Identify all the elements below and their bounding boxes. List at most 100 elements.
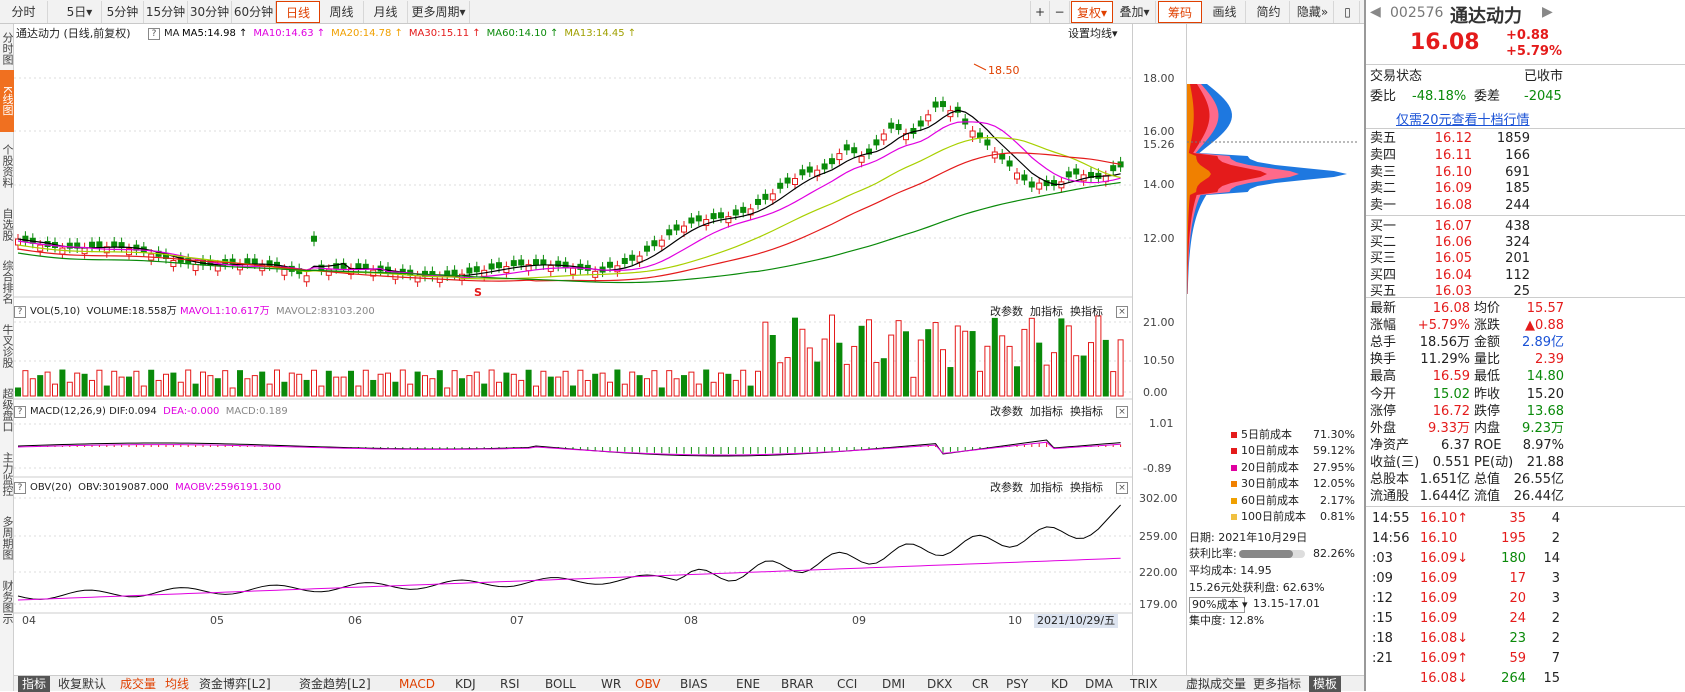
volume-bar <box>658 387 665 397</box>
volume-bar <box>703 369 710 397</box>
help-icon[interactable]: ? <box>14 306 26 318</box>
indicator-tab[interactable]: 模板 <box>1309 676 1342 692</box>
kline-chart[interactable]: 18.50 S <box>14 24 1132 675</box>
help-icon[interactable]: ? <box>14 482 26 494</box>
period-tab[interactable]: 5分钟 <box>102 1 144 23</box>
period-tab[interactable]: 分时 <box>0 1 48 23</box>
overlay-button[interactable]: 叠加▾ <box>1114 1 1156 23</box>
indicator-tab[interactable]: BRAR <box>781 677 814 691</box>
tab-indicator[interactable]: 指标 <box>18 676 51 692</box>
draw-button[interactable]: 画线 <box>1204 1 1246 23</box>
close-icon[interactable]: × <box>1116 406 1128 418</box>
indicator-tab[interactable]: DMI <box>882 677 906 691</box>
ask-price: 16.11 <box>1434 147 1472 163</box>
minus-icon[interactable]: − <box>1050 1 1070 23</box>
indicator-tab[interactable]: RSI <box>500 677 520 691</box>
ma-label: MA10:14.63 ↑ <box>253 28 326 39</box>
bid-volume: 112 <box>1505 267 1530 283</box>
stock-code: 002576 <box>1390 5 1444 21</box>
price-profit: 15.26元处获利盘: 62.63% <box>1189 581 1325 594</box>
y-tick: 14.00 <box>1143 178 1175 191</box>
indicator-tab[interactable]: 成交量 <box>120 677 157 691</box>
help-icon[interactable]: ? <box>14 406 26 418</box>
left-tab-diagnosis[interactable]: 牛叉诊股 <box>1 324 14 368</box>
indicator-tab[interactable]: PSY <box>1006 677 1029 691</box>
indicator-tab[interactable]: WR <box>601 677 622 691</box>
ma-settings-button[interactable]: 设置均线▾ <box>1068 27 1118 40</box>
left-tab-monitor[interactable]: 主力监控 <box>1 452 14 496</box>
left-tab-rank[interactable]: 综合排名 <box>1 260 14 304</box>
upgrade-link[interactable]: 仅需20元查看十档行情 <box>1396 113 1530 128</box>
obv-panel-buttons[interactable]: 改参数 加指标 换指标 <box>990 481 1103 494</box>
volume-bar <box>910 376 917 397</box>
sidebar-icon[interactable]: ▯ <box>1336 1 1360 23</box>
period-tab[interactable]: 周线 <box>320 1 364 23</box>
chips-button[interactable]: 筹码 <box>1158 1 1202 23</box>
volume-bar <box>237 370 243 397</box>
indicator-tab[interactable]: OBV <box>635 677 661 691</box>
stat-label: 金额 <box>1474 335 1501 351</box>
left-tab-profile[interactable]: 个股资料 <box>1 144 14 188</box>
left-tab-watchlist[interactable]: 自选股 <box>1 207 14 241</box>
chart-area[interactable]: 18.50 S 通达动力 (日线,前复权) ? MA MA5:14.98 ↑ MA1… <box>14 24 1144 675</box>
indicator-tab[interactable]: MACD <box>399 677 435 691</box>
indicator-tab[interactable]: DKX <box>927 677 953 691</box>
indicator-tab[interactable]: 资金博弈[L2] <box>199 677 271 691</box>
candle <box>932 101 939 108</box>
left-tab-kline[interactable]: K线图 <box>0 70 14 132</box>
close-icon[interactable]: × <box>1116 482 1128 494</box>
indicator-tab[interactable]: 更多指标 <box>1253 677 1302 691</box>
y-tick: 18.00 <box>1143 72 1175 85</box>
stat-value: 18.56万 <box>1419 335 1470 351</box>
macd-panel-buttons[interactable]: 改参数 加指标 换指标 <box>990 405 1103 418</box>
stat-label: 涨跌 <box>1474 318 1501 334</box>
indicator-tab[interactable]: ENE <box>736 677 761 691</box>
stat-label: 收益(三) <box>1370 454 1420 470</box>
simple-button[interactable]: 简约 <box>1248 1 1290 23</box>
vol-panel-buttons[interactable]: 改参数 加指标 换指标 <box>990 305 1103 318</box>
period-tab[interactable]: 5日▾ <box>58 1 102 23</box>
indicator-tab[interactable]: CR <box>972 677 989 691</box>
help-icon[interactable]: ? <box>148 28 160 40</box>
left-tab-finance[interactable]: 财务图示 <box>1 580 14 624</box>
fuquan-button[interactable]: 复权▾ <box>1071 1 1113 23</box>
tick-time: :18 <box>1372 631 1393 646</box>
close-icon[interactable]: × <box>1116 306 1128 318</box>
tab-default[interactable]: 收复默认 <box>58 677 107 691</box>
period-tab[interactable]: 15分钟 <box>144 1 188 23</box>
left-tab-timeshare[interactable]: 分时图 <box>1 31 14 65</box>
indicator-tab[interactable]: KD <box>1051 677 1069 691</box>
indicator-tab[interactable]: KDJ <box>455 677 476 691</box>
chevron-down-icon: ▾ <box>1143 5 1150 19</box>
indicator-tab[interactable]: CCI <box>837 677 858 691</box>
hide-button[interactable]: 隐藏» <box>1292 1 1334 23</box>
left-tab-multi[interactable]: 多周期图 <box>1 516 14 560</box>
volume-bar <box>296 373 303 397</box>
indicator-tab[interactable]: TRIX <box>1130 677 1158 691</box>
candle <box>769 193 776 201</box>
indicator-tab[interactable]: BOLL <box>545 677 576 691</box>
volume-bar <box>1080 355 1087 397</box>
next-stock-icon[interactable]: ▶ <box>1542 4 1553 20</box>
cost-select[interactable]: 90%成本 ▾ <box>1189 597 1247 613</box>
stat-row: 总手 18.56万 金额 2.89亿 <box>1370 334 1685 351</box>
prev-stock-icon[interactable]: ◀ <box>1370 4 1381 20</box>
period-tab[interactable]: 60分钟 <box>232 1 276 23</box>
indicator-tab[interactable]: 资金趋势[L2] <box>299 677 371 691</box>
period-tab[interactable]: 月线 <box>364 1 408 23</box>
period-tab[interactable]: 更多周期▾ <box>408 1 470 23</box>
volume-bar <box>1110 371 1117 397</box>
tick-count: 3 <box>1551 591 1560 606</box>
period-tab-active[interactable]: 日线 <box>276 1 320 23</box>
period-tab[interactable]: 30分钟 <box>188 1 232 23</box>
legend-value: 2.17% <box>1320 493 1355 507</box>
indicator-tab[interactable]: 虚拟成交量 <box>1186 677 1247 691</box>
indicator-tab[interactable]: DMA <box>1085 677 1113 691</box>
volume-bar <box>821 338 828 397</box>
stat-label: PE(动) <box>1474 454 1514 470</box>
tick-volume: 59 <box>1509 651 1526 666</box>
left-tab-depth[interactable]: 超级盘口 <box>1 388 14 432</box>
indicator-tab[interactable]: 均线 <box>165 677 190 691</box>
plus-icon[interactable]: + <box>1030 1 1050 23</box>
indicator-tab[interactable]: BIAS <box>680 677 708 691</box>
